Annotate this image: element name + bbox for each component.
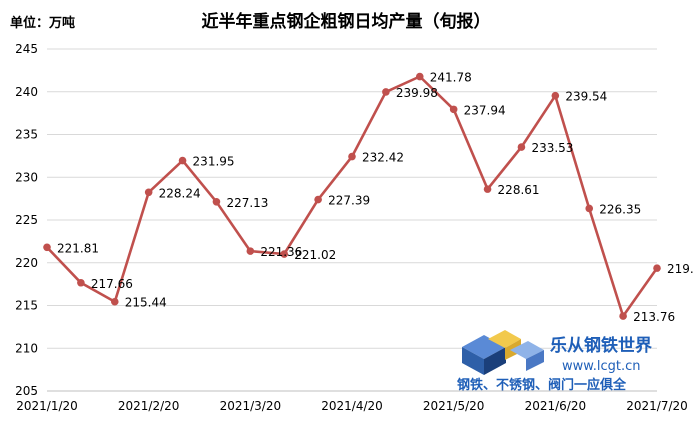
y-tick-label: 210	[15, 341, 38, 355]
watermark-tagline: 钢铁、不锈钢、阀门一应俱全	[457, 377, 627, 393]
data-label: 237.94	[464, 103, 506, 117]
x-tick-label: 2021/5/20	[423, 399, 485, 413]
data-point	[382, 88, 390, 96]
y-tick-label: 215	[15, 299, 38, 313]
x-tick-label: 2021/3/20	[220, 399, 282, 413]
data-label: 239.98	[396, 86, 438, 100]
data-point	[314, 195, 322, 204]
y-tick-label: 220	[15, 256, 38, 270]
data-label: 219.37	[667, 262, 693, 276]
data-label: 226.35	[599, 202, 641, 216]
y-tick-label: 245	[15, 42, 38, 56]
data-points	[43, 72, 661, 320]
data-point	[212, 197, 221, 206]
data-point	[178, 156, 187, 165]
x-tick-label: 2021/4/20	[321, 399, 383, 413]
data-point	[348, 152, 356, 161]
y-tick-label: 240	[15, 85, 38, 99]
watermark-brand: 乐从钢铁世界	[550, 335, 652, 356]
x-tick-label: 2021/2/20	[118, 399, 180, 413]
x-tick-label: 2021/1/20	[16, 399, 78, 413]
cube-logo-icon	[462, 330, 544, 375]
data-point	[585, 204, 594, 213]
data-label: 231.95	[193, 155, 235, 169]
watermark-logo: 乐从钢铁世界 www.lcgt.cn 钢铁、不锈钢、阀门一应俱全	[457, 330, 652, 393]
data-label: 239.54	[565, 90, 607, 104]
data-labels: 221.81 217.66 215.44 228.24 231.95 227.13 221.…	[57, 71, 693, 325]
data-point	[483, 185, 492, 193]
y-tick-label: 230	[15, 170, 38, 184]
data-label: 227.39	[328, 194, 370, 208]
data-label: 221.81	[57, 241, 99, 255]
unit-label: 单位：万吨	[10, 15, 75, 31]
data-label: 217.66	[91, 277, 133, 291]
data-point	[77, 278, 85, 287]
y-axis-ticks: 205 210 215 220 225 230 235 240 245	[15, 42, 38, 398]
data-point	[449, 105, 458, 114]
data-label: 227.13	[226, 196, 268, 210]
grid-lines	[47, 48, 657, 392]
data-point	[619, 312, 627, 320]
data-point	[517, 143, 526, 151]
data-point	[280, 250, 289, 258]
data-label: 232.42	[362, 151, 404, 165]
data-label: 221.36	[260, 245, 302, 259]
x-tick-label: 2021/7/20	[626, 399, 688, 413]
data-point	[551, 91, 560, 100]
data-label: 228.61	[498, 183, 540, 197]
watermark-url: www.lcgt.cn	[562, 359, 640, 374]
y-tick-label: 235	[15, 128, 38, 142]
data-label: 213.76	[633, 310, 675, 324]
data-label: 228.24	[159, 186, 201, 200]
data-point	[43, 243, 51, 252]
data-label: 215.44	[125, 296, 167, 310]
data-point	[246, 247, 255, 255]
chart-title: 近半年重点钢企粗钢日均产量（旬报）	[202, 11, 491, 32]
x-tick-label: 2021/6/20	[525, 399, 587, 413]
data-label: 233.53	[531, 141, 573, 155]
y-tick-label: 225	[15, 213, 38, 227]
data-point	[110, 297, 119, 306]
data-point	[653, 264, 661, 272]
data-label: 221.02	[294, 248, 336, 262]
data-point	[415, 72, 424, 81]
x-axis-ticks: 2021/1/20 2021/2/20 2021/3/20 2021/4/20 2021…	[16, 399, 688, 413]
data-label: 241.78	[430, 71, 472, 85]
data-point	[144, 188, 153, 197]
y-tick-label: 205	[15, 384, 38, 398]
